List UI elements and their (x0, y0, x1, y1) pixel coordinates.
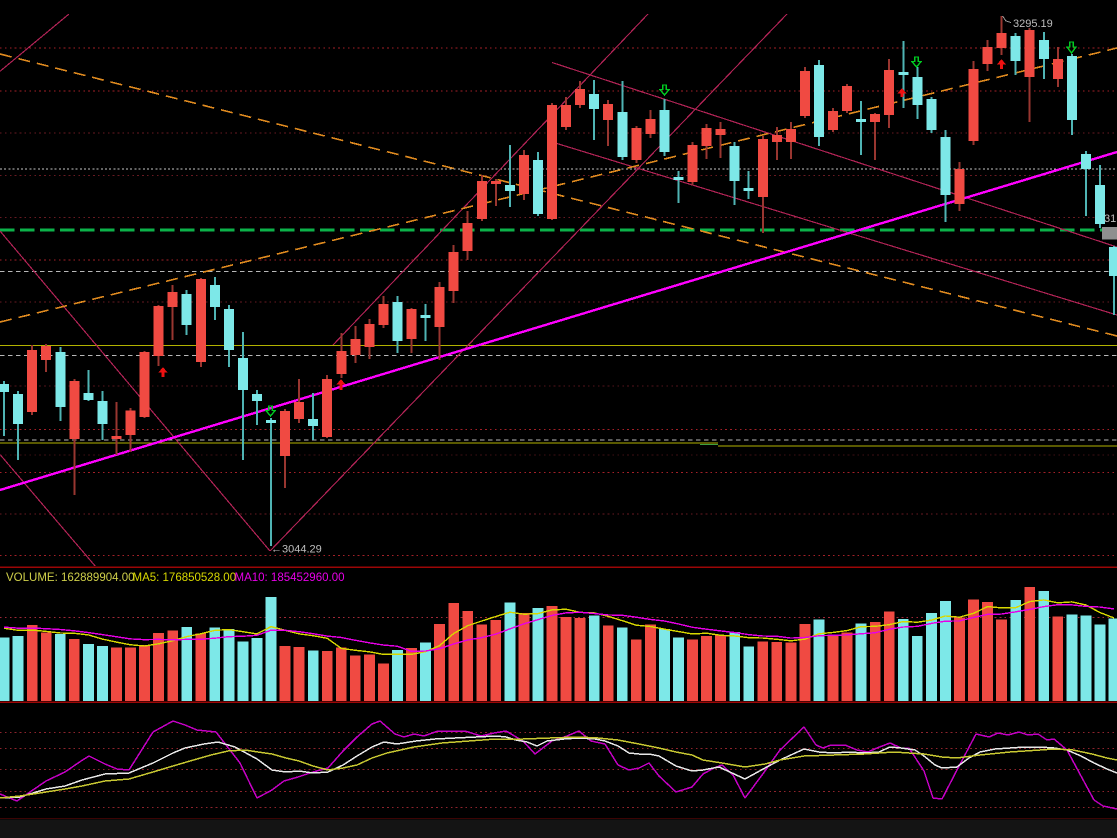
svg-text:MA5: 176850528.00: MA5: 176850528.00 (133, 572, 237, 584)
svg-text:3295.19: 3295.19 (1013, 18, 1053, 30)
svg-text:31: 31 (1104, 213, 1116, 225)
svg-text:MA10: 185452960.00: MA10: 185452960.00 (235, 572, 345, 584)
svg-text:←3044.29: ←3044.29 (271, 544, 322, 556)
svg-text:VOLUME: 162889904.00: VOLUME: 162889904.00 (6, 572, 135, 584)
